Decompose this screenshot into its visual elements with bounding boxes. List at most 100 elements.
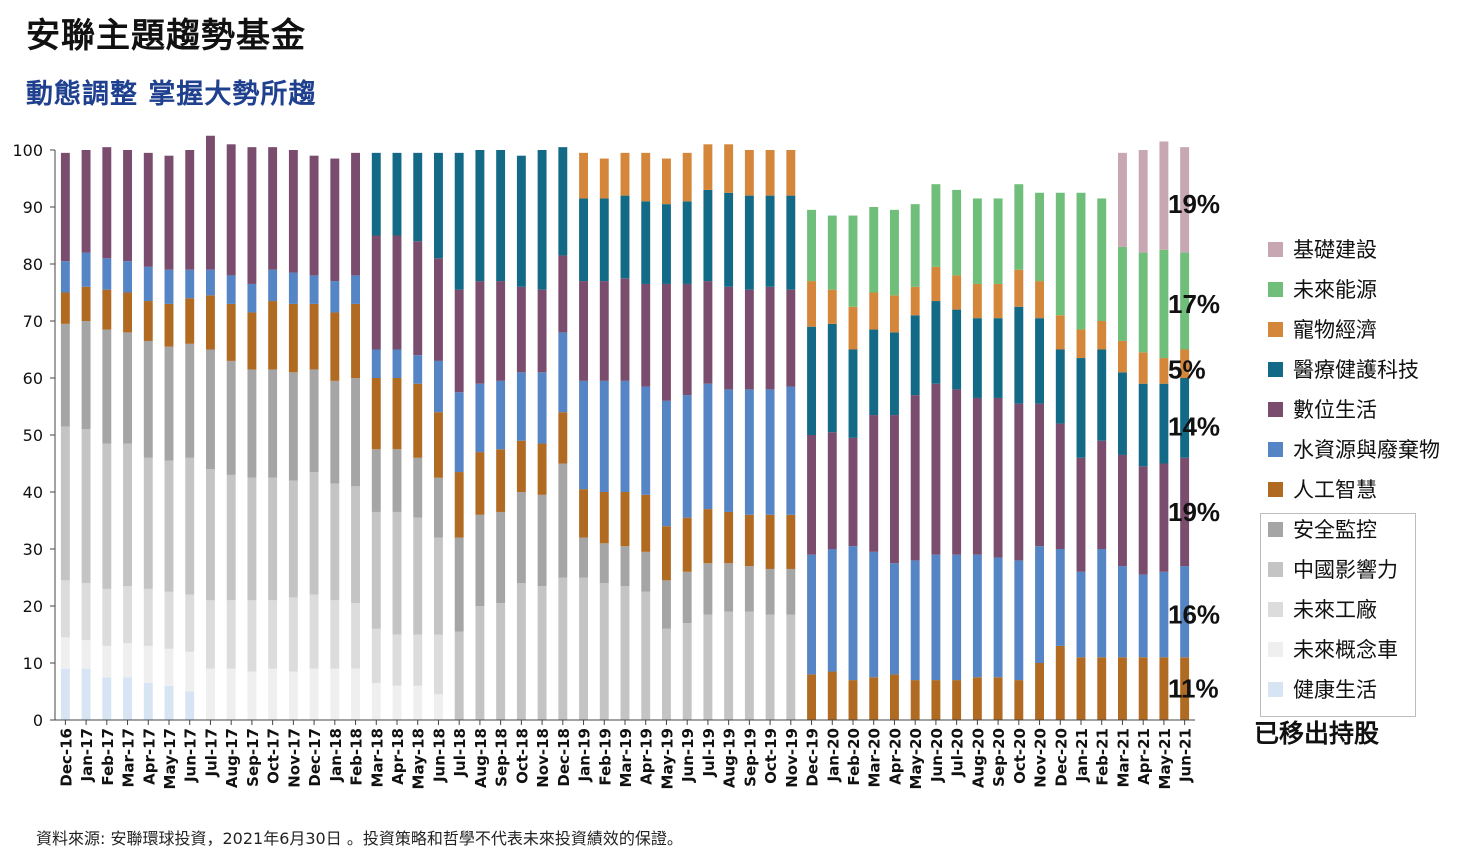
- bar-segment: [641, 494, 651, 552]
- bar-segment: [682, 395, 692, 518]
- bar-segment: [454, 631, 464, 720]
- x-tick-label: Aug-20: [969, 728, 987, 788]
- legend-item: 數位生活: [1258, 392, 1377, 426]
- bar-segment: [1014, 306, 1024, 404]
- x-tick-label: Sep-18: [493, 728, 511, 787]
- bar-segment: [330, 483, 340, 601]
- x-tick-label: Jul-17: [202, 728, 220, 778]
- bar-segment: [60, 261, 70, 293]
- bar-segment: [81, 252, 91, 287]
- bar-segment: [516, 155, 526, 287]
- bar-segment: [765, 286, 775, 390]
- x-tick-label: Mar-18: [368, 728, 386, 788]
- bar-segment: [371, 235, 381, 350]
- x-tick-label: Jul-18: [451, 728, 469, 778]
- legend-label: 水資源與廢棄物: [1293, 438, 1440, 462]
- bar-segment: [910, 395, 920, 561]
- bar-segment: [164, 460, 174, 592]
- bar-segment: [807, 435, 816, 555]
- bar-segment: [226, 303, 236, 361]
- legend-label: 未來概念車: [1293, 638, 1398, 662]
- bar-segment: [1035, 281, 1044, 319]
- bar-segment: [952, 189, 962, 276]
- bar-segment: [848, 437, 858, 547]
- bar-segment: [786, 150, 796, 196]
- legend-label: 基礎建設: [1293, 238, 1377, 262]
- bar-segment: [123, 677, 132, 720]
- bar-segment: [827, 289, 837, 324]
- end-percent-label: 17%: [1168, 289, 1220, 319]
- bar-segment: [226, 275, 236, 304]
- x-tick-label: Mar-17: [120, 728, 138, 788]
- legend-label: 安全監控: [1293, 518, 1377, 542]
- bar-segment: [890, 415, 899, 564]
- bar-segment: [81, 583, 91, 641]
- bar-segment: [620, 278, 630, 381]
- bar-segment: [744, 514, 754, 567]
- bar-segment: [206, 269, 215, 296]
- bar-segment: [288, 303, 298, 373]
- bar-segment: [392, 449, 402, 512]
- bar-segment: [164, 303, 174, 347]
- end-percent-label: 11%: [1168, 674, 1219, 704]
- end-percent-label: 19%: [1168, 189, 1220, 219]
- bar-segment: [869, 207, 879, 293]
- bar-segment: [682, 201, 692, 284]
- x-tick-label: Mar-20: [866, 728, 884, 788]
- bar-segment: [682, 517, 692, 572]
- bar-segment: [599, 198, 609, 282]
- bar-segment: [330, 380, 340, 484]
- bar-segment: [972, 554, 982, 678]
- bar-segment: [496, 603, 506, 720]
- bar-segment: [123, 150, 132, 262]
- bar-segment: [952, 275, 962, 310]
- bar-segment: [869, 292, 879, 330]
- bar-segment: [682, 152, 692, 202]
- bar-segment: [247, 283, 257, 313]
- bar-segment: [724, 286, 734, 390]
- bar-segment: [81, 321, 91, 430]
- bar-segment: [537, 150, 547, 290]
- bar-segment: [1076, 329, 1086, 359]
- bar-segment: [579, 380, 588, 490]
- bar-segment: [869, 329, 879, 416]
- bar-segment: [1159, 657, 1169, 720]
- bar-segment: [807, 326, 816, 435]
- bar-segment: [226, 474, 236, 601]
- bar-segment: [1035, 546, 1044, 663]
- bar-segment: [1180, 252, 1190, 350]
- bar-segment: [123, 443, 132, 587]
- bar-segment: [848, 349, 858, 438]
- bar-segment: [206, 349, 215, 470]
- bar-segment: [786, 514, 796, 569]
- x-tick-label: Feb-20: [845, 728, 863, 786]
- bar-segment: [1180, 657, 1190, 720]
- bar-segment: [848, 215, 858, 307]
- bar-segment: [371, 511, 381, 629]
- bar-segment: [1159, 571, 1169, 658]
- bar-segment: [620, 586, 630, 720]
- bar-segment: [579, 152, 588, 199]
- bar-segment: [579, 198, 588, 282]
- removed-holdings-label: 已移出持股: [1254, 719, 1380, 748]
- bar-segment: [81, 150, 91, 253]
- bar-segment: [1076, 192, 1086, 330]
- x-tick-label: Oct-19: [762, 728, 780, 784]
- bar-segment: [1159, 249, 1169, 359]
- bar-segment: [620, 546, 630, 587]
- bar-segment: [703, 563, 713, 615]
- bar-segment: [1118, 372, 1127, 455]
- bar-segment: [123, 332, 132, 444]
- x-tick-label: Jan-20: [824, 728, 842, 782]
- bar-segment: [454, 537, 464, 632]
- bar-segment: [206, 295, 215, 350]
- bar-segment: [496, 281, 506, 381]
- bar-segment: [330, 600, 340, 669]
- bar-segment: [703, 281, 713, 384]
- bar-segment: [848, 306, 858, 350]
- bar-segment: [288, 480, 298, 598]
- bar-segment: [599, 583, 609, 720]
- bar-segment: [496, 380, 506, 450]
- bar-segment: [1180, 147, 1190, 253]
- bar-segment: [102, 588, 112, 646]
